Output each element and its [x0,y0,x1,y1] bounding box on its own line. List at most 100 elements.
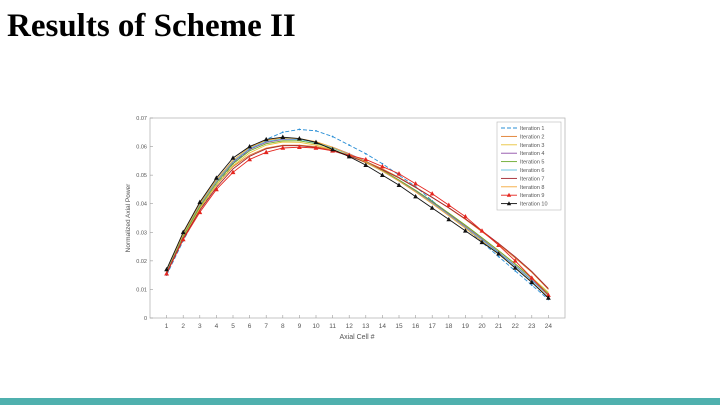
data-point [546,292,551,297]
legend-label: Iteration 3 [520,143,544,149]
data-point [247,156,252,162]
y-axis-label: Normalized Axial Power [125,183,132,252]
legend-label: Iteration 10 [520,202,548,208]
data-point [297,144,302,149]
x-tick-label: 14 [379,323,387,330]
legend-label: Iteration 7 [520,176,544,182]
x-tick-label: 3 [198,323,202,330]
data-point [381,162,384,165]
x-tick-label: 24 [545,323,553,330]
data-point [413,181,418,186]
x-tick-label: 4 [215,323,219,330]
y-tick-label: 0.03 [136,230,147,236]
slide-title: Results of Scheme II [7,8,296,44]
data-point [496,242,501,247]
x-tick-label: 13 [362,323,370,330]
data-point [281,131,284,134]
x-tick-label: 15 [395,323,403,330]
x-tick-label: 12 [346,323,354,330]
x-tick-label: 19 [462,323,470,330]
x-tick-label: 1 [165,323,169,330]
data-point [298,128,301,131]
x-tick-label: 23 [528,323,536,330]
data-point [197,209,203,215]
y-tick-label: 0.01 [136,287,147,293]
data-point [512,265,518,270]
x-tick-label: 6 [248,323,252,330]
data-point [497,255,500,258]
x-tick-label: 11 [329,323,336,330]
x-tick-label: 16 [412,323,420,330]
legend-label: Iteration 4 [520,151,544,157]
data-point [313,139,319,145]
data-point [413,193,418,199]
y-tick-label: 0.06 [136,145,147,151]
x-axis-label: Axial Cell # [339,334,374,341]
data-point [164,266,169,272]
data-point [297,135,302,141]
y-tick-label: 0.07 [136,116,147,122]
data-point [197,199,203,205]
data-point [313,145,319,150]
data-point [348,144,351,147]
series-line [166,136,549,299]
x-tick-label: 17 [429,323,437,330]
data-point [363,156,369,162]
data-point [330,146,335,152]
data-point [530,284,533,287]
legend-label: Iteration 2 [520,134,544,140]
data-point [315,129,317,132]
data-point [429,205,435,210]
data-point [529,279,535,285]
data-point [496,251,501,256]
data-point [380,172,385,177]
data-point [363,162,369,167]
x-tick-label: 2 [181,323,185,330]
data-point [346,153,352,159]
x-tick-label: 5 [231,323,235,330]
data-point [446,216,452,222]
data-point [446,202,452,207]
x-tick-label: 22 [512,323,520,330]
y-tick-label: 0.05 [136,173,147,179]
x-tick-label: 9 [298,323,302,330]
slide-bottom-bar [0,398,720,405]
data-point [529,275,535,280]
x-tick-label: 21 [495,323,503,330]
data-point [479,239,485,245]
x-tick-label: 7 [264,323,268,330]
data-point [429,191,435,196]
data-point [263,136,269,142]
data-point [280,134,286,139]
x-tick-label: 10 [312,323,320,330]
data-point [514,269,517,272]
data-point [214,186,219,192]
data-point [479,228,485,233]
legend-marker [506,192,512,197]
legend-label: Iteration 9 [520,193,544,199]
data-point [230,169,236,175]
x-tick-label: 8 [281,323,285,330]
data-point [331,135,334,138]
legend-label: Iteration 5 [520,160,544,166]
y-tick-label: 0 [144,316,147,322]
data-point [463,213,468,219]
plot-frame [149,117,566,319]
series-line [166,146,549,296]
legend-label: Iteration 6 [520,168,544,174]
x-tick-label: 20 [478,323,486,330]
data-point [214,175,219,180]
data-point [396,182,402,187]
data-point [396,171,402,176]
legend-marker [506,201,512,206]
data-point [247,143,252,149]
y-tick-label: 0.02 [136,259,147,265]
data-point [263,149,269,155]
data-point [463,228,468,233]
data-point [180,236,186,242]
data-point [512,258,518,263]
data-point [546,295,551,300]
x-tick-label: 18 [445,323,453,330]
